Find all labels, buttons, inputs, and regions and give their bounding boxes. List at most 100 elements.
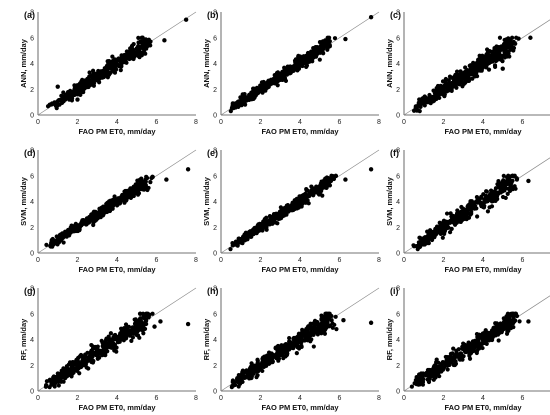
data-point: [95, 215, 101, 221]
data-point: [490, 59, 495, 64]
data-point: [287, 336, 292, 341]
data-point: [70, 362, 75, 367]
y-axis-label: ANN, mm/day: [385, 38, 394, 88]
data-point: [237, 99, 242, 104]
data-point: [81, 84, 87, 89]
data-point: [118, 56, 123, 61]
x-tick-label: 6: [338, 257, 342, 264]
data-point: [327, 38, 332, 44]
data-point: [502, 43, 507, 48]
data-point: [420, 96, 425, 101]
data-point: [138, 316, 143, 321]
data-point: [417, 378, 422, 383]
data-point: [444, 85, 449, 90]
data-point: [452, 362, 457, 368]
data-point: [319, 321, 324, 326]
data-point: [75, 228, 81, 234]
data-point: [419, 371, 424, 376]
data-point: [94, 210, 100, 215]
data-point: [526, 319, 531, 324]
y-axis-label: RF, mm/day: [385, 318, 394, 361]
data-point: [240, 92, 245, 97]
y-tick-label: 8: [30, 148, 34, 155]
data-point: [445, 367, 450, 372]
data-point: [433, 362, 438, 368]
data-point: [472, 65, 477, 70]
data-point: [101, 205, 107, 210]
data-point: [495, 55, 500, 60]
data-point: [414, 382, 419, 387]
data-point: [301, 193, 307, 199]
data-point: [94, 350, 99, 355]
data-point: [311, 344, 316, 349]
x-tick-label: 2: [259, 257, 263, 264]
data-point: [327, 179, 332, 184]
data-point: [325, 319, 330, 325]
x-axis-label: FAO PM ET0, mm/day: [261, 127, 339, 136]
data-point: [230, 379, 236, 385]
data-point: [140, 328, 145, 333]
data-point: [164, 177, 169, 182]
data-point: [299, 343, 304, 348]
panel-label: (c): [390, 10, 401, 20]
data-point: [82, 356, 87, 361]
data-point: [497, 35, 503, 40]
data-point: [432, 372, 437, 377]
data-point: [451, 346, 456, 351]
data-point: [73, 222, 79, 227]
data-point: [332, 322, 337, 327]
data-point: [259, 227, 265, 233]
data-point: [75, 97, 80, 102]
x-axis-label: FAO PM ET0, mm/day: [261, 265, 339, 274]
y-tick-label: 4: [396, 61, 400, 68]
data-point: [446, 78, 451, 83]
y-tick-label: 8: [396, 286, 400, 293]
x-tick-label: 4: [115, 395, 119, 402]
data-point: [476, 64, 481, 69]
y-tick-label: 6: [396, 311, 400, 318]
data-point: [316, 192, 322, 197]
data-point: [124, 198, 129, 203]
data-point: [290, 342, 296, 347]
data-point: [437, 374, 442, 379]
data-point: [144, 42, 149, 47]
data-point: [285, 206, 291, 211]
data-point: [61, 232, 66, 237]
data-point: [504, 331, 510, 336]
x-tick-label: 4: [481, 395, 485, 402]
x-axis-label: FAO PM ET0, mm/day: [444, 127, 522, 136]
y-tick-label: 0: [213, 389, 217, 396]
data-point: [466, 78, 471, 83]
y-tick-label: 2: [213, 87, 217, 94]
data-point: [245, 232, 250, 238]
data-point: [47, 378, 53, 383]
data-point: [112, 194, 117, 199]
data-point: [468, 63, 473, 68]
data-point: [65, 374, 70, 379]
data-point: [129, 338, 134, 343]
data-point: [453, 353, 458, 358]
data-point: [118, 68, 123, 73]
data-point: [142, 185, 147, 190]
data-point: [132, 51, 137, 56]
panel-label: (e): [207, 148, 218, 158]
data-point: [528, 35, 533, 40]
data-point: [98, 207, 103, 213]
y-axis-label: RF, mm/day: [202, 318, 211, 361]
data-point: [507, 44, 512, 49]
data-point: [332, 36, 338, 41]
data-point: [431, 88, 436, 93]
data-point: [148, 180, 153, 185]
data-point: [77, 86, 83, 92]
data-point: [324, 175, 329, 180]
data-point: [426, 373, 431, 378]
data-point: [475, 214, 480, 219]
data-point: [70, 96, 75, 101]
data-point: [236, 104, 241, 109]
data-point: [526, 178, 531, 184]
data-point: [514, 35, 519, 40]
data-point: [295, 200, 300, 205]
data-point: [511, 321, 516, 326]
